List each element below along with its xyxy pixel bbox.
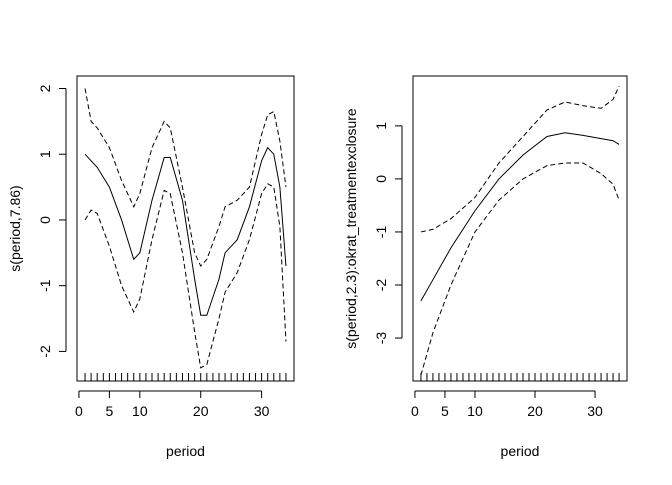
x-tick-label: 20 xyxy=(193,403,209,419)
x-tick-label: 5 xyxy=(105,403,113,419)
plot-box xyxy=(412,75,628,382)
y-tick-label: 0 xyxy=(373,175,389,183)
confidence-band xyxy=(420,162,620,376)
smooth-line xyxy=(84,146,287,316)
x-tick-label: 20 xyxy=(527,403,543,419)
y-tick-label: -3 xyxy=(373,332,389,345)
smooth-line xyxy=(420,132,620,302)
confidence-band xyxy=(84,183,287,369)
y-axis-label: s(period,2.3):okrat_treatmentexclosure xyxy=(343,108,359,349)
confidence-band xyxy=(84,88,287,267)
y-tick-label: 1 xyxy=(37,150,53,158)
y-tick-label: -1 xyxy=(37,279,53,292)
plot-box xyxy=(76,75,295,382)
x-tick-label: 10 xyxy=(132,403,148,419)
confidence-band xyxy=(420,85,620,233)
x-axis-label: period xyxy=(166,443,205,459)
x-tick-label: 0 xyxy=(411,403,419,419)
y-tick-label: 0 xyxy=(37,216,53,224)
y-tick-label: 1 xyxy=(373,122,389,130)
x-tick-label: 30 xyxy=(587,403,603,419)
y-tick-label: -2 xyxy=(37,345,53,358)
x-axis-label: period xyxy=(501,443,540,459)
y-tick-label: 2 xyxy=(37,84,53,92)
x-tick-label: 5 xyxy=(441,403,449,419)
y-tick-label: -1 xyxy=(373,226,389,239)
y-tick-label: -2 xyxy=(373,279,389,292)
x-tick-label: 0 xyxy=(75,403,83,419)
y-axis-label: s(period,7.86) xyxy=(7,185,23,271)
x-tick-label: 10 xyxy=(467,403,483,419)
x-tick-label: 30 xyxy=(254,403,270,419)
